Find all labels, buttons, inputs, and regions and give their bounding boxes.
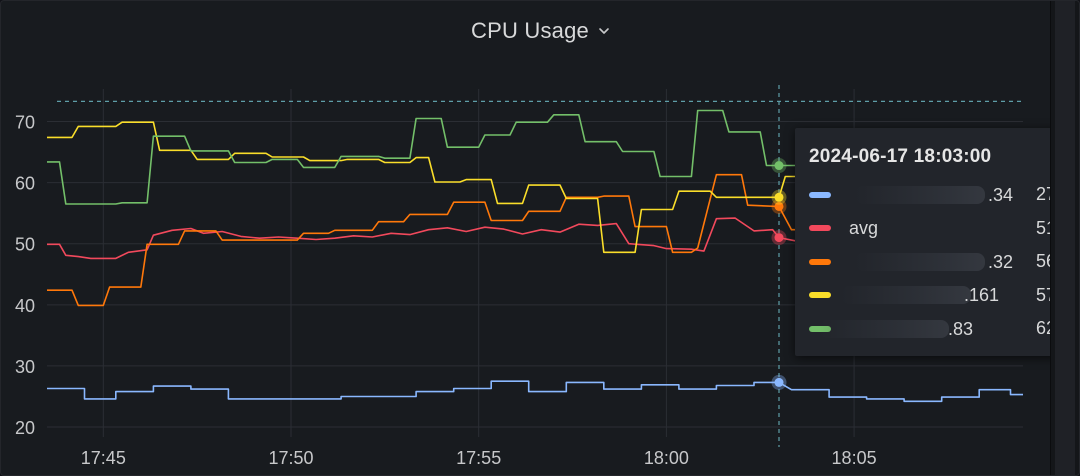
series-line-s1 xyxy=(47,380,1023,403)
hover-point-s4 xyxy=(774,192,784,202)
series-name-suffix: .32 xyxy=(987,251,1013,272)
x-tick-label: 17:50 xyxy=(268,448,313,468)
series-name-suffix: .161 xyxy=(963,285,999,306)
x-tick-label: 18:05 xyxy=(832,448,877,468)
x-tick-label: 17:45 xyxy=(81,448,126,468)
series-swatch xyxy=(809,191,831,198)
series-line-s5 xyxy=(47,109,804,205)
y-tick-label: 40 xyxy=(15,296,35,316)
series-swatch xyxy=(809,292,831,299)
scrollbar[interactable] xyxy=(1051,1,1079,475)
tooltip-row-s1: .34 27.3 xyxy=(809,178,1071,212)
hover-tooltip: 2024-06-17 18:03:00 .34 27.3 avg 51.0 .3… xyxy=(795,128,1079,356)
scrollbar-edge xyxy=(1050,1,1051,475)
redacted-host xyxy=(855,185,985,204)
series-name: avg xyxy=(849,216,1013,240)
redacted-host xyxy=(841,286,971,305)
panel-title[interactable]: CPU Usage xyxy=(471,18,589,43)
redacted-host xyxy=(855,252,985,271)
series-swatch xyxy=(809,225,831,232)
x-tick-label: 18:00 xyxy=(644,448,689,468)
y-tick-label: 60 xyxy=(15,174,35,194)
y-tick-label: 50 xyxy=(15,235,35,255)
y-tick-label: 30 xyxy=(15,357,35,377)
panel-header[interactable]: CPU Usage xyxy=(1,1,1079,61)
hover-point-s1 xyxy=(774,377,784,387)
redacted-host xyxy=(819,319,949,338)
series-name: .34 xyxy=(849,183,1013,207)
series-name: .161 xyxy=(841,283,1013,307)
hover-point-s3 xyxy=(774,201,784,211)
tooltip-timestamp: 2024-06-17 18:03:00 xyxy=(809,146,992,167)
hover-point-s5 xyxy=(774,161,784,171)
tooltip-row-s4: .161 57.6 xyxy=(809,279,1071,313)
series-name-text: avg xyxy=(849,218,879,239)
series-name: .83 xyxy=(819,317,1013,341)
series-name-suffix: .34 xyxy=(987,184,1013,205)
scrollbar-thumb[interactable] xyxy=(1055,1,1075,475)
y-tick-label: 70 xyxy=(15,113,35,133)
tooltip-row-avg: avg 51.0 xyxy=(809,212,1071,246)
series-name-suffix: .83 xyxy=(947,318,973,339)
series-line-s3 xyxy=(47,173,804,307)
hover-point-avg xyxy=(774,233,784,243)
y-tick-label: 20 xyxy=(15,418,35,438)
series-name: .32 xyxy=(849,250,1013,274)
tooltip-row-s5: .83 62.8 xyxy=(809,312,1071,346)
series-swatch xyxy=(809,258,831,265)
chevron-down-icon[interactable] xyxy=(597,24,611,38)
tooltip-row-s3: .32 56.1 xyxy=(809,245,1071,279)
x-tick-label: 17:55 xyxy=(456,448,501,468)
